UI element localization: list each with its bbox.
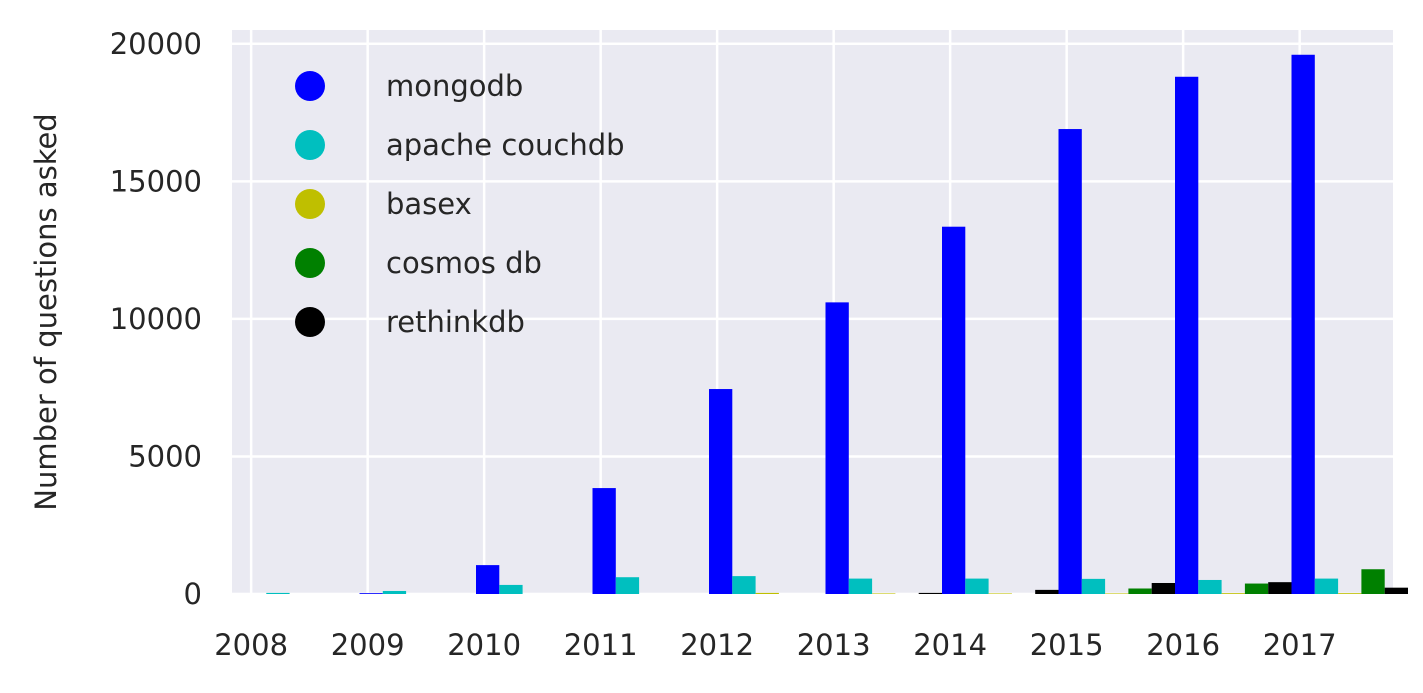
bar [1035,589,1059,594]
bar [476,565,500,594]
bar [266,592,290,594]
bar [1175,76,1199,594]
y-tick-labels: 0 5000 10000 15000 20000 [110,27,202,611]
bar [1338,593,1362,594]
bar [1244,583,1269,594]
bar [755,592,779,594]
legend-marker [295,71,325,101]
legend-marker [295,307,325,337]
legend-label: cosmos db [386,246,542,280]
y-tick-label: 10000 [110,302,202,336]
bar [1058,129,1082,595]
bar [988,593,1012,594]
bar [825,302,849,594]
x-tick-label: 2014 [913,628,987,662]
bar [499,584,523,594]
y-tick-label: 0 [184,577,202,611]
bar [382,590,407,594]
x-tick-label: 2015 [1030,628,1104,662]
bar [942,226,966,594]
legend-marker [295,189,325,219]
bar [1221,593,1245,594]
bar [1105,593,1129,594]
bar [709,389,733,594]
legend: mongodb apache couchdb basex cosmos db rethi… [295,69,625,339]
legend-label: basex [386,187,472,221]
x-tick-label: 2017 [1263,628,1337,662]
bar [1198,579,1222,594]
bar [1151,582,1175,594]
bar [1291,54,1315,594]
y-tick-label: 5000 [128,439,202,473]
bar [359,593,383,594]
x-tick-label: 2013 [797,628,871,662]
bars [266,54,1408,595]
legend-marker [295,130,325,160]
legend-label: mongodb [386,69,523,103]
bar [918,592,942,594]
x-tick-label: 2011 [564,628,638,662]
y-axis-label: Number of questions asked [29,113,63,510]
bar [592,488,616,594]
bar [872,593,896,594]
x-tick-labels: 2008 2009 2010 2011 2012 2013 2014 2015 2016 2017 [214,628,1336,662]
x-tick-label: 2016 [1146,628,1220,662]
bar [1128,588,1152,594]
bar [848,578,873,594]
y-tick-label: 20000 [110,27,202,61]
bar [965,578,989,594]
legend-marker [295,248,325,278]
y-tick-label: 15000 [110,164,202,198]
x-tick-label: 2009 [331,628,405,662]
bar [1081,578,1106,594]
bar [1384,587,1408,594]
bar [732,576,756,594]
x-tick-label: 2008 [214,628,288,662]
bar [1268,582,1292,594]
bar [615,577,640,594]
bar [1361,569,1385,594]
plot-background [232,30,1393,594]
legend-label: rethinkdb [386,305,525,339]
x-tick-label: 2010 [447,628,521,662]
legend-label: apache couchdb [386,128,625,162]
bar [1314,578,1339,594]
x-tick-label: 2012 [680,628,754,662]
